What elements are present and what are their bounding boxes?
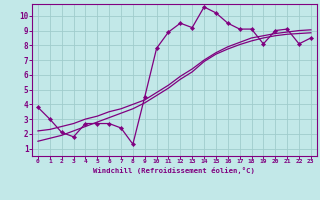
X-axis label: Windchill (Refroidissement éolien,°C): Windchill (Refroidissement éolien,°C) xyxy=(93,167,255,174)
